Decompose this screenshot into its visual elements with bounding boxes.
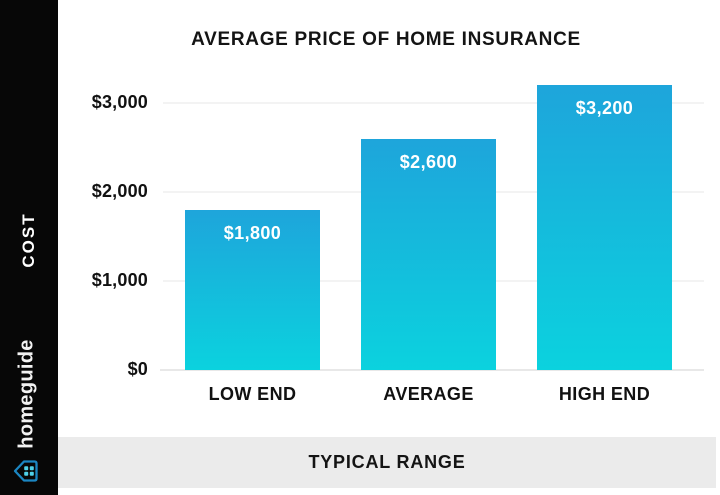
y-tick-3000: $3,000 bbox=[91, 92, 148, 112]
bar-high-end: $3,200 bbox=[537, 85, 672, 370]
sidebar: COST homeguide bbox=[0, 0, 58, 495]
y-tick-0: $0 bbox=[127, 359, 148, 379]
y-tick-1000: $1,000 bbox=[91, 270, 148, 290]
x-axis-baseline bbox=[160, 369, 704, 371]
x-category-high-end: HIGH END bbox=[558, 384, 651, 404]
bar-value-label: $1,800 bbox=[223, 223, 282, 243]
x-axis-title: TYPICAL RANGE bbox=[308, 452, 466, 472]
y-tick-2000: $2,000 bbox=[91, 181, 148, 201]
bar-average: $2,600 bbox=[361, 139, 496, 370]
x-axis-title-band: TYPICAL RANGE bbox=[58, 437, 716, 488]
bar-value-label: $3,200 bbox=[575, 98, 634, 118]
bar-low-end: $1,800 bbox=[185, 210, 320, 370]
brand-logo-text: homeguide bbox=[15, 339, 38, 449]
bar-value-label: $2,600 bbox=[399, 152, 458, 172]
house-icon bbox=[13, 460, 38, 482]
x-category-low-end: LOW END bbox=[208, 384, 297, 404]
y-axis-title: COST bbox=[19, 212, 38, 268]
gridline-3000 bbox=[163, 102, 704, 104]
chart-title: AVERAGE PRICE OF HOME INSURANCE bbox=[191, 29, 581, 50]
x-category-average: AVERAGE bbox=[383, 384, 474, 404]
